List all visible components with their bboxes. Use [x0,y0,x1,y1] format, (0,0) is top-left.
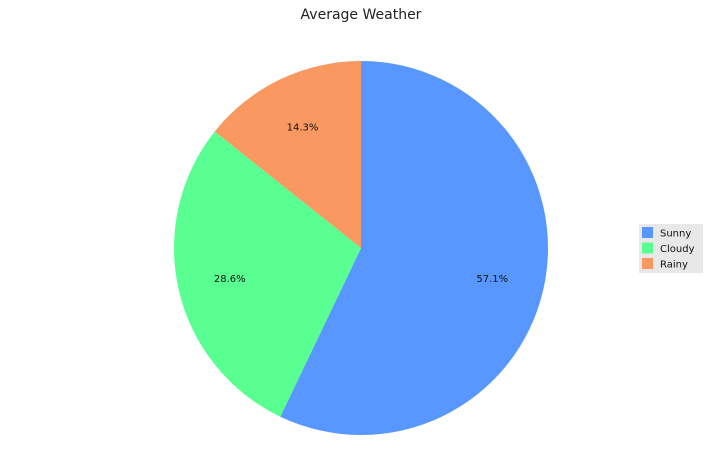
legend-swatch-rainy [642,258,653,269]
legend-label-sunny: Sunny [660,229,691,240]
chart-title: Average Weather [301,7,422,23]
pie-slice-cloudy [174,131,361,417]
slice-label-rainy: 14.3% [287,123,319,134]
legend-label-rainy: Rainy [660,260,688,271]
pie-slices [174,61,549,435]
slice-label-sunny: 57.1% [476,274,508,285]
slice-label-cloudy: 28.6% [214,274,246,285]
percent-labels: 57.1% 28.6% 14.3% [214,123,508,285]
pie-slice-rainy [214,61,361,248]
pie-slice-sunny [280,61,549,435]
legend: Sunny Cloudy Rainy [639,224,703,273]
legend-label-cloudy: Cloudy [660,244,695,255]
legend-swatch-cloudy [642,242,653,254]
legend-swatch-sunny [642,227,653,238]
